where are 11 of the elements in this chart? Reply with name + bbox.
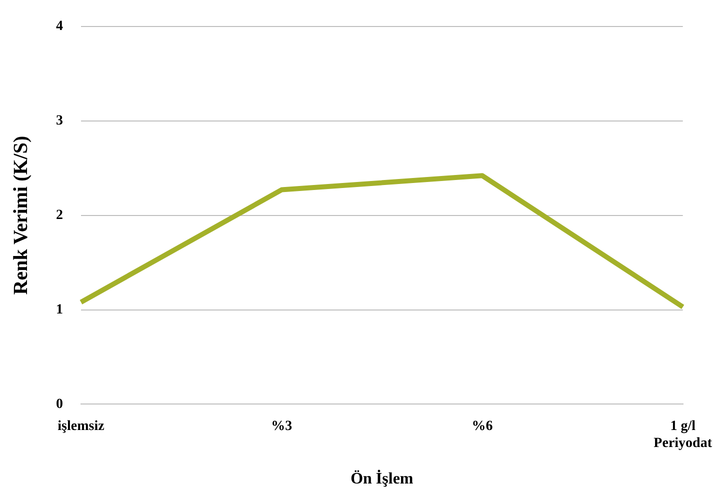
x-tick-label: %3 — [271, 419, 292, 434]
x-tick-label: %6 — [472, 419, 493, 434]
y-tick-label: 3 — [56, 113, 63, 128]
y-tick-label: 2 — [56, 208, 63, 223]
y-axis-title: Renk Verimi (K/S) — [10, 136, 32, 295]
x-tick-label: işlemsiz — [58, 419, 104, 434]
y-tick-label: 1 — [56, 302, 63, 318]
x-axis-title: Ön İşlem — [350, 470, 414, 488]
x-tick-label: 1 g/l Periyodat — [654, 419, 712, 452]
y-tick-label: 0 — [56, 396, 63, 412]
y-tick-label: 4 — [56, 19, 63, 34]
